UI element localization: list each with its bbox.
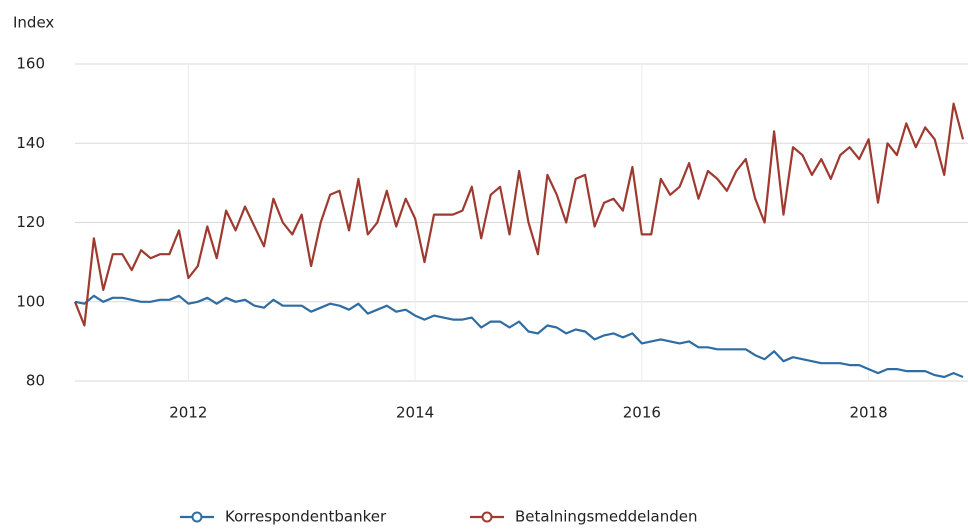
y-tick-label: 100 bbox=[16, 292, 45, 310]
x-tick-label: 2012 bbox=[169, 404, 207, 422]
x-tick-label: 2016 bbox=[623, 404, 661, 422]
y-tick-label: 120 bbox=[16, 213, 45, 231]
legend-label: Korrespondentbanker bbox=[225, 508, 387, 526]
legend-marker bbox=[191, 511, 203, 523]
y-tick-label: 80 bbox=[26, 372, 45, 390]
series-line bbox=[73, 102, 965, 327]
x-tick-label: 2014 bbox=[396, 404, 434, 422]
y-tick-label: 140 bbox=[16, 134, 45, 152]
legend-label: Betalningsmeddelanden bbox=[515, 508, 698, 526]
x-tick-label: 2018 bbox=[849, 404, 887, 422]
series-line bbox=[74, 294, 964, 379]
y-tick-label: 160 bbox=[16, 55, 45, 73]
legend-marker bbox=[481, 511, 493, 523]
y-axis-label: Index bbox=[13, 14, 54, 32]
